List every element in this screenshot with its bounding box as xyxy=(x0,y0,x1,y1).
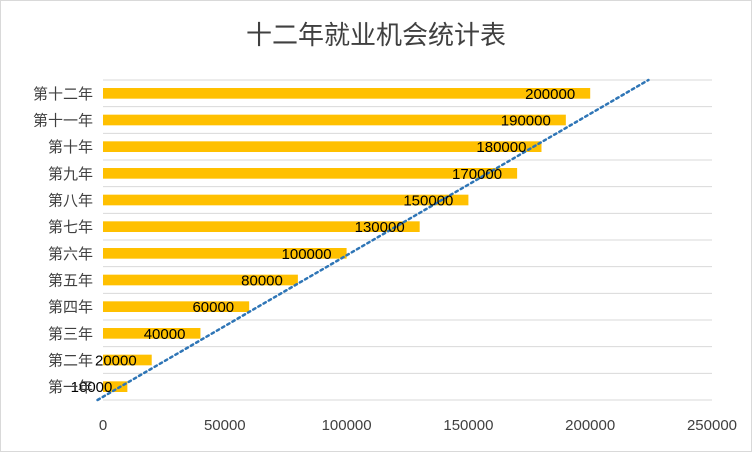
bar-4 xyxy=(103,301,250,312)
data-label-12: 200000 xyxy=(525,86,575,103)
bar-2 xyxy=(103,354,152,366)
data-label-4: 60000 xyxy=(192,299,234,316)
category-label-12: 第十二年 xyxy=(33,85,93,103)
category-label-3: 第三年 xyxy=(48,325,93,343)
bar-10 xyxy=(103,141,542,152)
category-label-4: 第四年 xyxy=(48,298,93,316)
x-tick-label: 50000 xyxy=(204,417,246,434)
bar-9 xyxy=(103,168,518,179)
data-label-5: 80000 xyxy=(241,273,283,290)
x-tick-label: 200000 xyxy=(565,417,615,434)
data-label-2: 20000 xyxy=(95,353,137,370)
data-label-6: 100000 xyxy=(282,246,332,263)
category-label-1: 第一年 xyxy=(48,378,93,396)
x-tick-label: 0 xyxy=(99,417,107,434)
bar-8 xyxy=(103,194,469,206)
x-tick-label: 250000 xyxy=(687,417,737,434)
category-label-11: 第十一年 xyxy=(33,112,93,130)
chart-title: 十二年就业机会统计表 xyxy=(245,21,506,51)
data-label-11: 190000 xyxy=(501,113,551,130)
category-label-10: 第十年 xyxy=(48,138,93,156)
trendline xyxy=(96,78,650,402)
data-label-8: 150000 xyxy=(403,193,453,210)
data-label-1: 10000 xyxy=(71,379,113,396)
x-tick-label: 100000 xyxy=(322,417,372,434)
category-label-8: 第八年 xyxy=(48,192,93,210)
bar-5 xyxy=(103,274,298,286)
bar-3 xyxy=(103,328,201,339)
bar-6 xyxy=(103,248,347,259)
data-label-10: 180000 xyxy=(476,139,526,156)
bar-11 xyxy=(103,114,566,126)
data-label-3: 40000 xyxy=(144,326,186,343)
category-label-2: 第二年 xyxy=(48,352,93,370)
bar-1 xyxy=(103,381,128,392)
category-label-9: 第九年 xyxy=(48,165,93,183)
category-label-7: 第七年 xyxy=(48,218,93,236)
category-label-5: 第五年 xyxy=(48,272,93,290)
bar-12 xyxy=(103,88,591,99)
data-label-7: 130000 xyxy=(355,219,405,236)
category-label-6: 第六年 xyxy=(48,245,93,263)
data-label-9: 170000 xyxy=(452,166,502,183)
bar-7 xyxy=(103,221,420,232)
x-tick-label: 150000 xyxy=(443,417,493,434)
